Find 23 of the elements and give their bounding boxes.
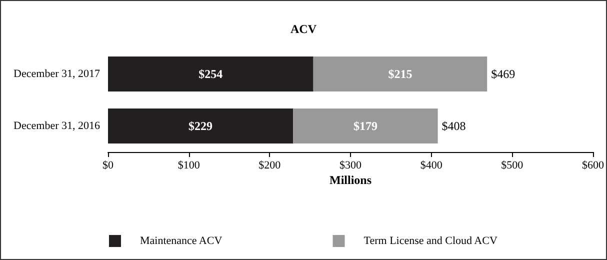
bar — [313, 56, 488, 92]
x-tick-label: $600 — [582, 160, 604, 172]
x-tick-label: $300 — [340, 160, 362, 172]
x-tick-label: $200 — [258, 160, 282, 172]
y-tick-label: December 31, 2016 — [14, 120, 100, 132]
x-tick-label: $400 — [420, 160, 443, 172]
total-label: $469 — [491, 67, 516, 81]
x-tick-label: $500 — [501, 160, 524, 172]
data-label: $229 — [188, 119, 213, 133]
bar — [108, 56, 314, 92]
total-label: $408 — [442, 119, 466, 133]
data-label: $215 — [388, 67, 412, 81]
x-tick-label: $100 — [178, 160, 200, 172]
x-axis-title: Millions — [329, 173, 372, 187]
data-label: $179 — [353, 119, 378, 133]
legend-label: Maintenance ACV — [140, 235, 222, 247]
legend-label: Term License and Cloud ACV — [364, 235, 498, 247]
x-tick-label: $0 — [102, 160, 114, 172]
data-label: $254 — [198, 67, 223, 81]
chart-title: ACV — [290, 22, 317, 36]
bar — [293, 108, 438, 144]
y-tick-label: December 31, 2017 — [14, 68, 100, 80]
bar — [108, 108, 294, 144]
